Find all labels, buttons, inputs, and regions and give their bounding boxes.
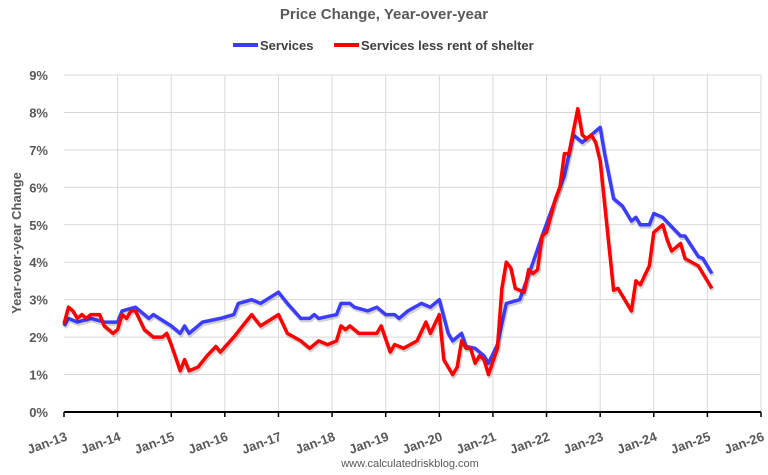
y-tick-label: 2% [29,330,48,345]
x-tick-label: Jan-13 [25,429,69,457]
y-tick-label: 1% [29,368,48,383]
series-lines [62,106,715,379]
legend-label-services: Services [260,38,314,53]
x-tick-label: Jan-18 [293,429,337,457]
y-tick-label: 6% [29,180,48,195]
x-tick-label: Jan-22 [508,429,552,457]
y-tick-label: 7% [29,143,48,158]
x-tick-label: Jan-24 [615,428,660,456]
series-line-services-less-shelter [62,106,714,377]
legend-label-services-less-shelter: Services less rent of shelter [361,38,534,53]
x-tick-label: Jan-17 [240,429,284,457]
x-tick-label: Jan-19 [347,429,391,457]
x-axis-ticks: Jan-13 Jan-14 Jan-15 Jan-16 Jan-17 Jan-18 Jan-… [25,411,766,457]
chart-title: Price Change, Year-over-year [280,6,488,23]
x-tick-label: Jan-25 [669,429,713,457]
y-tick-label: 4% [29,255,48,270]
x-tick-label: Jan-21 [454,429,498,457]
x-tick-label: Jan-14 [79,428,124,456]
y-axis-label: Year-over-year Change [9,172,24,314]
y-tick-label: 9% [29,68,48,83]
x-tick-label: Jan-15 [132,429,176,457]
y-tick-label: 5% [29,218,48,233]
series-line-services [62,125,714,366]
gridlines [64,74,762,412]
x-tick-label: Jan-16 [186,429,230,457]
y-axis-ticks: 0% 1% 2% 3% 4% 5% 6% 7% 8% 9% [29,68,48,420]
x-tick-label: Jan-20 [400,429,444,457]
x-tick-label: Jan-23 [561,429,605,457]
y-tick-label: 8% [29,105,48,120]
series-shadow-0 [63,127,715,368]
legend: Services Services less rent of shelter [233,38,534,53]
y-tick-label: 0% [29,405,48,420]
y-tick-label: 3% [29,293,48,308]
source-footer: www.calculatedriskblog.com [340,458,479,470]
x-tick-label: Jan-26 [722,429,766,457]
